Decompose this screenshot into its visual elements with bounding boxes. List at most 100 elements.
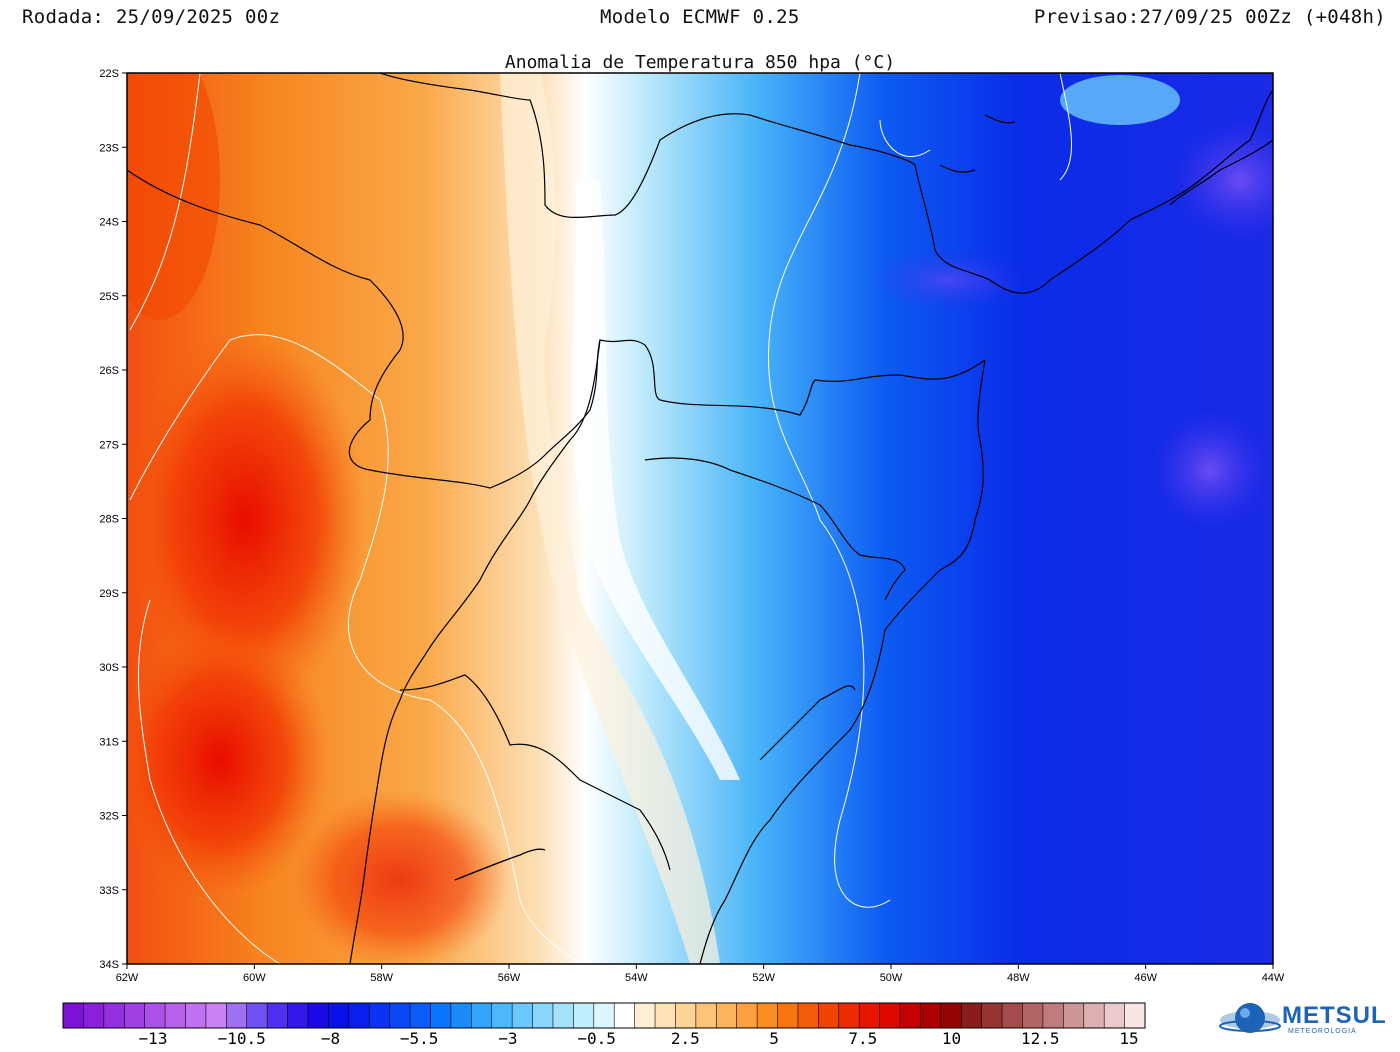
lon-label: 62W [116,972,139,984]
colorbar-swatch [879,1003,901,1028]
colorbar-swatch [614,1003,636,1028]
colorbar-swatch [450,1003,472,1028]
lon-label: 54W [625,972,648,984]
colorbar-swatch [124,1003,146,1028]
lat-label: 32S [99,811,119,823]
colorbar-swatch [144,1003,166,1028]
colorbar-label: −5.5 [400,1029,439,1048]
colorbar-swatch [328,1003,350,1028]
colorbar-swatch [552,1003,574,1028]
colorbar-label: −8 [321,1029,340,1048]
globe-icon [1219,1003,1281,1033]
colorbar-swatch [389,1003,411,1028]
metsul-logo: METSUL METEOROLOGIA [1216,996,1386,1042]
model-label: Modelo ECMWF 0.25 [600,6,800,28]
colorbar-swatch [369,1003,391,1028]
lon-label: 50W [880,972,903,984]
lon-label: 58W [370,972,393,984]
lat-label: 27S [99,439,119,451]
colorbar-swatch [226,1003,248,1028]
colorbar-swatch [1104,1003,1126,1028]
colorbar-swatch [307,1003,329,1028]
colorbar-swatch [165,1003,186,1028]
colorbar-swatch [83,1003,105,1028]
latitude-axis: 22S 23S 24S 25S 26S 27S 28S 29S 30S 31S 32S 33S 34S [99,68,127,971]
longitude-axis: 62W 60W 58W 56W 54W 52W 50W 48W 46W 44W [116,964,1285,984]
colorbar-label: −13 [139,1029,168,1048]
colorbar-swatch [1063,1003,1085,1028]
colorbar-swatch [859,1003,881,1028]
colorbar-label: 10 [942,1029,961,1048]
colorbar-swatch [532,1003,554,1028]
lat-label: 33S [99,885,119,897]
lat-label: 31S [99,736,119,748]
colorbar-swatch [655,1003,676,1028]
colorbar-swatch [185,1003,207,1028]
lon-label: 44W [1262,972,1285,984]
colorbar-swatch [267,1003,289,1028]
lon-label: 60W [243,972,266,984]
colorbar-swatch [512,1003,534,1028]
colorbar-swatch [103,1003,125,1028]
lat-label: 24S [99,217,119,229]
colorbar-swatch [471,1003,493,1028]
colorbar-label: −10.5 [218,1029,266,1048]
colorbar-swatch [981,1003,1003,1028]
lat-label: 23S [99,142,119,154]
colorbar-swatch [348,1003,370,1028]
geographic-borders [127,73,1273,964]
colorbar-label: 15 [1119,1029,1138,1048]
colorbar-swatch [287,1003,309,1028]
colorbar-swatch [777,1003,799,1028]
colorbar-swatch [920,1003,942,1028]
lat-label: 22S [99,68,119,80]
colorbar-swatch [695,1003,717,1028]
colorbar-swatch [797,1003,819,1028]
colorbar-swatch [1124,1003,1146,1028]
colorbar-label: 12.5 [1021,1029,1060,1048]
colorbar-swatch [410,1003,431,1028]
lon-label: 46W [1134,972,1157,984]
colorbar-swatch [430,1003,452,1028]
colorbar-swatch [491,1003,513,1028]
colorbar-swatch [1022,1003,1044,1028]
lon-label: 48W [1007,972,1030,984]
colorbar-swatch [246,1003,268,1028]
lat-label: 30S [99,662,119,674]
logo-subtitle: METEOROLOGIA [1288,1028,1357,1035]
lat-label: 26S [99,365,119,377]
lat-label: 28S [99,514,119,526]
colorbar-swatch [900,1003,921,1028]
map-title: Anomalia de Temperatura 850 hpa (°C) [504,52,896,73]
temperature-anomaly-field [127,73,1273,964]
contour-lines [129,73,1072,964]
colorbar [62,1002,1146,1029]
colorbar-label: −3 [498,1029,517,1048]
colorbar-swatch [961,1003,983,1028]
colorbar-labels: −13 −10.5 −8 −5.5 −3 −0.5 2.5 5 7.5 10 12.5 15 [139,1029,1139,1048]
colorbar-swatch [716,1003,738,1028]
colorbar-swatch [675,1003,697,1028]
colorbar-swatch [757,1003,779,1028]
colorbar-label: 7.5 [848,1029,877,1048]
colorbar-swatch [838,1003,860,1028]
colorbar-swatch [940,1003,962,1028]
lat-label: 34S [99,959,119,971]
colorbar-swatch [205,1003,227,1028]
lon-label: 56W [498,972,521,984]
run-label: Rodada: 25/09/2025 00z [22,6,281,28]
colorbar-swatch [593,1003,615,1028]
lat-label: 25S [99,291,119,303]
colorbar-label: 2.5 [671,1029,700,1048]
forecast-label: Previsao:27/09/25 00Zz (+048h) [1033,6,1386,28]
lon-label: 52W [752,972,775,984]
colorbar-swatch [1042,1003,1064,1028]
colorbar-swatch [818,1003,840,1028]
colorbar-swatch [634,1003,656,1028]
colorbar-swatch [736,1003,758,1028]
colorbar-swatch [1002,1003,1024,1028]
logo-text: METSUL [1282,1002,1387,1029]
colorbar-label: 5 [769,1029,779,1048]
colorbar-label: −0.5 [577,1029,616,1048]
